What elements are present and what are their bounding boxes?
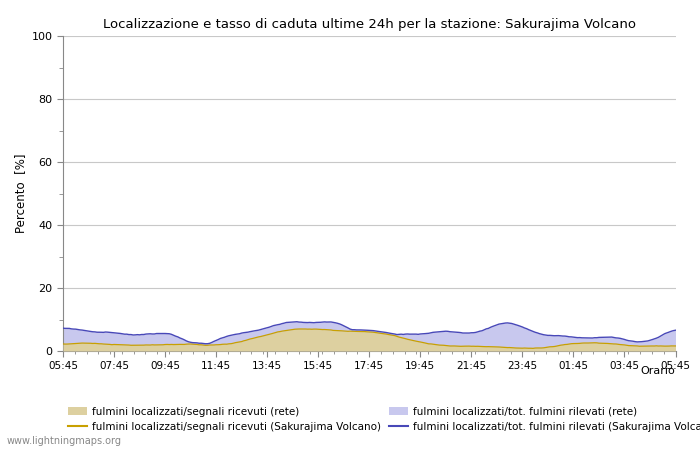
Y-axis label: Percento  [%]: Percento [%]	[15, 154, 27, 233]
Title: Localizzazione e tasso di caduta ultime 24h per la stazione: Sakurajima Volcano: Localizzazione e tasso di caduta ultime …	[103, 18, 636, 31]
Text: www.lightningmaps.org: www.lightningmaps.org	[7, 436, 122, 446]
Text: Orario: Orario	[640, 366, 676, 376]
Legend: fulmini localizzati/segnali ricevuti (rete), fulmini localizzati/segnali ricevut: fulmini localizzati/segnali ricevuti (re…	[68, 407, 700, 432]
